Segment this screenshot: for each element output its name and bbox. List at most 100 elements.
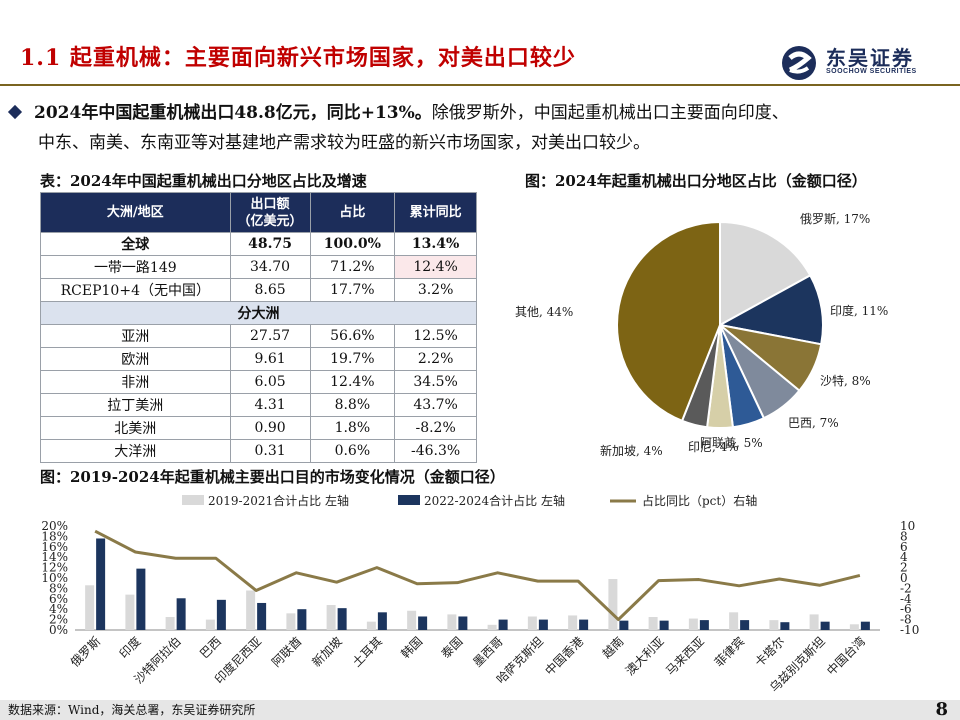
bar-2019-2021: [769, 620, 779, 630]
y-right-tick-label: 6: [900, 540, 908, 554]
x-tick-label: 新加坡: [309, 634, 345, 670]
table-cell: 北美洲: [40, 416, 231, 440]
table-cell: -8.2%: [394, 416, 477, 440]
bar-2022-2024: [418, 616, 428, 630]
table-section-row: 分大洲: [40, 301, 477, 325]
soochow-logo-icon: [782, 46, 816, 80]
bar-2022-2024: [740, 620, 750, 630]
table-row: 一带一路149 34.70 71.2% 12.4%: [40, 255, 477, 279]
pie-slice: [717, 274, 824, 346]
bar-2022-2024: [860, 621, 870, 630]
bullet-text-line1: 除俄罗斯外，中国起重机械出口主要面向印度、: [431, 103, 789, 123]
line-yoy-pct: [94, 529, 861, 622]
table-row: 欧洲 9.61 19.7% 2.2%: [40, 347, 477, 371]
table-cell: 100.0%: [309, 232, 396, 256]
table-row: 北美洲 0.90 1.8% -8.2%: [40, 416, 477, 440]
x-tick-label: 巴西: [197, 634, 224, 661]
bar-2019-2021: [326, 605, 336, 630]
y-left-tick-label: 4%: [49, 602, 68, 616]
header-export-line1: 出口额: [250, 196, 290, 212]
y-left-tick-label: 16%: [41, 540, 68, 554]
y-right-tick-label: -2: [900, 581, 912, 595]
bar-2022-2024: [216, 599, 226, 630]
table-cell: 12.5%: [394, 324, 477, 348]
y-left-tick-label: 12%: [41, 561, 68, 575]
table-cell: RCEP10+4（无中国）: [40, 278, 231, 302]
legend-swatch: [182, 495, 204, 505]
table-cell: 34.5%: [394, 370, 477, 394]
table-cell: 8.8%: [309, 393, 396, 417]
table-cell: 一带一路149: [40, 255, 231, 279]
bar-2019-2021: [205, 619, 215, 630]
x-tick-label: 越南: [599, 634, 627, 662]
x-tick-label: 马来西亚: [663, 634, 707, 678]
y-left-tick-label: 8%: [49, 581, 68, 595]
x-tick-label: 墨西哥: [470, 634, 505, 669]
table-row: RCEP10+4（无中国） 8.65 17.7% 3.2%: [40, 278, 477, 302]
y-right-tick-label: -8: [900, 613, 912, 627]
pie-label: 阿联酋, 5%: [700, 435, 763, 450]
y-left-tick-label: 18%: [41, 529, 68, 543]
bullet-diamond-icon: [7, 104, 23, 119]
brand-subtitle: SOOCHOW SECURITIES: [826, 68, 917, 75]
table-cell: 56.6%: [309, 324, 396, 348]
y-left-tick-label: 14%: [41, 550, 68, 564]
table-cell: 9.61: [229, 347, 311, 371]
table-cell: 19.7%: [309, 347, 396, 371]
table-cell: 1.8%: [309, 416, 396, 440]
table-cell: -46.3%: [394, 439, 477, 463]
x-tick-label: 菲律宾: [711, 634, 747, 670]
table-cell: 43.7%: [394, 393, 477, 417]
table-cell: 71.2%: [309, 255, 396, 279]
y-right-tick-label: -10: [900, 623, 919, 637]
table-cell: 欧洲: [40, 347, 231, 371]
table-cell: 2.2%: [394, 347, 477, 371]
bar-2019-2021: [165, 617, 175, 630]
bar-2019-2021: [608, 579, 618, 630]
bar-2022-2024: [820, 621, 830, 630]
table-header-cell: 出口额 （亿美元）: [229, 192, 311, 233]
bar-2019-2021: [85, 585, 95, 630]
y-right-tick-label: 0: [900, 571, 908, 585]
bullet-paragraph: 2024年中国起重机械出口48.8亿元，同比+13%。除俄罗斯外，中国起重机械出…: [7, 98, 940, 153]
pie-label: 印度, 11%: [830, 303, 888, 318]
pie-label: 新加坡, 4%: [600, 443, 663, 458]
y-right-tick-label: -6: [900, 602, 912, 616]
bar-2022-2024: [498, 619, 508, 630]
bar-chart: 2019-2021合计占比 左轴 2022-2024合计占比 左轴 占比同比（pct…: [41, 493, 919, 695]
table-cell: 拉丁美洲: [40, 393, 231, 417]
title-divider: [0, 84, 960, 86]
bar-2022-2024: [458, 616, 468, 630]
pie-slice: [616, 220, 721, 423]
table-cell: 48.75: [229, 232, 311, 256]
bar-2019-2021: [809, 614, 819, 630]
bar-2022-2024: [337, 608, 347, 630]
bar-2022-2024: [538, 619, 548, 630]
table-cell: 0.6%: [309, 439, 396, 463]
table-header-cell: 占比: [309, 192, 396, 233]
y-right-tick-label: 8: [900, 529, 908, 543]
table-cell: 6.05: [229, 370, 311, 394]
bar-2022-2024: [136, 568, 146, 630]
header-export-line2: （亿美元）: [237, 213, 303, 229]
table-row: 拉丁美洲 4.31 8.8% 43.7%: [40, 393, 477, 417]
pie-title: 图：2024年起重机械出口分地区占比（金额口径）: [525, 172, 867, 190]
page-number: 8: [935, 699, 948, 720]
bar-chart-title: 图：2019-2024年起重机械主要出口目的市场变化情况（金额口径）: [40, 468, 505, 486]
bar-2022-2024: [297, 609, 307, 630]
legend-label: 2022-2024合计占比 左轴: [424, 493, 565, 508]
table-cell: 0.90: [229, 416, 311, 440]
brand-logo: 东吴证券 SOOCHOW SECURITIES: [780, 42, 940, 82]
y-left-tick-label: 0%: [49, 623, 68, 637]
page-title: 1.1 起重机械：主要面向新兴市场国家，对美出口较少: [20, 45, 576, 71]
x-tick-label: 土耳其: [350, 634, 385, 669]
table-cell: 34.70: [229, 255, 311, 279]
table-section-label: 分大洲: [40, 301, 477, 325]
x-tick-label: 中国香港: [542, 634, 587, 679]
x-tick-label: 中国台湾: [823, 634, 868, 679]
x-tick-label: 阿联酋: [268, 634, 304, 670]
bar-2019-2021: [125, 594, 135, 630]
table-row: 非洲 6.05 12.4% 34.5%: [40, 370, 477, 394]
bullet-bold-lead: 2024年中国起重机械出口48.8亿元，同比+13%。: [34, 103, 432, 123]
bar-2019-2021: [407, 610, 417, 630]
